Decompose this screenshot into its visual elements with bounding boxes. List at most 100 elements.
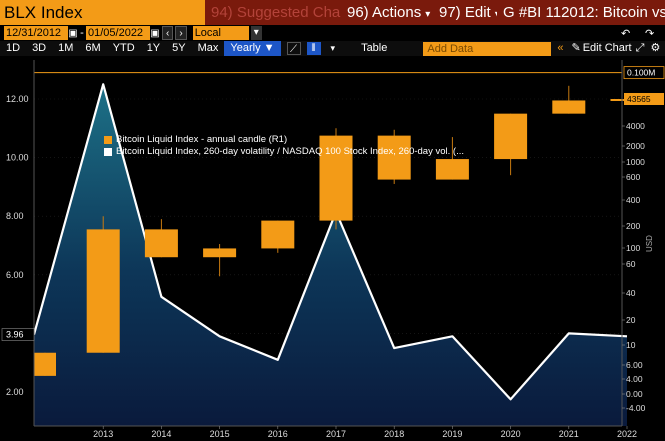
chevron-down-icon[interactable]: ▾ [330,43,336,53]
candle-body[interactable] [552,100,586,114]
period-1m[interactable]: 1M [58,42,74,54]
right-price-box [624,93,664,105]
chart-name-menu[interactable]: G #BI 112012: Bitcoin vs... [503,4,665,21]
candle-body[interactable] [86,229,120,353]
x-tick-label: 2014 [151,429,171,439]
x-tick-label: 2022 [617,429,637,439]
next-arrow-icon[interactable]: › [175,26,187,40]
expand-icon[interactable]: ⤢ [635,42,645,54]
right-tick-label: 4000 [626,121,645,131]
chevron-down-icon[interactable]: ▾ [250,26,262,40]
table-button[interactable]: Table [361,42,388,54]
right-tick-label: 2000 [626,141,645,151]
period-1y[interactable]: 1Y [146,42,161,54]
period-max[interactable]: Max [197,42,219,54]
frequency-label: Yearly [230,42,261,54]
pencil-icon: ✎ [571,42,581,54]
add-data-input[interactable]: Add Data [423,41,552,56]
right-tick-label: 400 [626,195,640,205]
right-tick-label: 100 [626,243,640,253]
line-chart-icon[interactable]: ⟋ [286,42,301,55]
x-tick-label: 2016 [268,429,288,439]
chevron-down-icon: ▾ [495,9,497,20]
candle-body[interactable] [319,135,353,221]
gear-icon[interactable]: ⚙ [650,42,661,54]
left-tick-label: 12.00 [6,94,29,104]
start-date-field[interactable]: 12/31/2012 [4,26,68,40]
calendar-icon[interactable]: ▣ [68,27,78,39]
frequency-select[interactable]: Yearly ▼ [224,41,281,56]
left-last-value-box [1,328,35,341]
date-separator: - [80,27,84,39]
edit-label: 97) Edit [439,4,491,21]
redo-icon[interactable]: ↷ [645,27,655,40]
right-price-value: 43565 [627,94,651,104]
right-tick-label: 0.00 [626,389,643,399]
right-axis-label: USD [645,235,654,252]
right-tick-label: -4.00 [626,403,646,413]
right-tick-label: 60 [626,259,636,269]
legend-item-candle[interactable]: Bitcoin Liquid Index - annual candle (R1… [104,134,464,146]
legend-label: Bitcoin Liquid Index - annual candle (R1… [116,134,288,145]
chart-area: 2.004.006.008.0010.0012.00-4.000.004.006… [0,56,665,441]
right-tick-label: 40 [626,288,636,298]
right-tick-label: 1000 [626,157,645,167]
legend-item-volatility[interactable]: Bitcoin Liquid Index, 260-day volatility… [104,146,464,158]
x-tick-label: 2018 [384,429,404,439]
left-tick-label: 2.00 [6,387,24,397]
x-tick-label: 2021 [559,429,579,439]
candle-body[interactable] [203,248,237,258]
actions-label: 96) Actions [347,4,422,21]
right-top-value: 0.100M [627,68,655,78]
x-tick-label: 2013 [93,429,113,439]
candle-body[interactable] [34,352,56,376]
edit-menu[interactable]: 97) Edit ▾ [433,0,497,25]
undo-icon[interactable]: ↶ [621,27,631,40]
period-6m[interactable]: 6M [85,42,101,54]
period-ytd[interactable]: YTD [112,42,135,54]
end-date-field[interactable]: 01/05/2022 [86,26,150,40]
candle-body[interactable] [435,159,469,180]
left-tick-label: 10.00 [6,153,29,163]
actions-menu[interactable]: 96) Actions ▾ [341,0,433,25]
currency-select[interactable]: Local CCY [192,26,249,53]
right-tick-label: 10 [626,340,636,350]
legend-swatch [104,136,112,144]
security-title[interactable]: BLX Index [0,0,205,25]
candle-body[interactable] [144,229,178,258]
candle-body[interactable] [377,135,411,180]
suggested-charts-menu[interactable]: 94) Suggested Charts [211,4,341,21]
legend-swatch [104,148,112,156]
volatility-area-fill [34,84,627,427]
period-1d[interactable]: 1D [6,42,21,54]
x-tick-label: 2017 [326,429,346,439]
legend-label: Bitcoin Liquid Index, 260-day volatility… [116,146,464,157]
collapse-icon[interactable]: « [557,42,564,54]
period-5y[interactable]: 5Y [172,42,186,54]
prev-arrow-icon[interactable]: ‹ [162,26,174,40]
edit-chart-button[interactable]: Edit Chart [582,42,632,54]
left-tick-label: 8.00 [6,211,24,221]
calendar-icon[interactable]: ▣ [150,27,160,39]
chart-canvas: 2.004.006.008.0010.0012.00-4.000.004.006… [1,60,665,439]
candle-body[interactable] [494,113,528,160]
chevron-down-icon: ▾ [425,9,431,20]
right-tick-label: 600 [626,172,640,182]
candle-body[interactable] [261,220,295,249]
right-tick-label: 6.00 [626,360,643,370]
left-last-value: 3.96 [6,330,24,340]
date-range-row: 12/31/2012 ▣ - 01/05/2022 ▣ ‹ › Local CC… [0,25,665,53]
right-tick-label: 4.00 [626,374,643,384]
chart-legend: Bitcoin Liquid Index - annual candle (R1… [104,134,464,158]
x-tick-label: 2019 [442,429,462,439]
bar-chart-icon[interactable]: ⫴ [306,42,321,55]
right-top-value-box [623,66,665,80]
right-tick-label: 20 [626,315,636,325]
period-toolbar: 1D 3D 1M 6M YTD 1Y 5Y Max Yearly ▼ ⟋ ⫴ ▾… [0,41,665,56]
title-bar: BLX Index 94) Suggested Charts 96) Actio… [0,0,665,25]
left-tick-label: 6.00 [6,270,24,280]
period-3d[interactable]: 3D [32,42,47,54]
x-tick-label: 2020 [501,429,521,439]
x-tick-label: 2015 [210,429,230,439]
